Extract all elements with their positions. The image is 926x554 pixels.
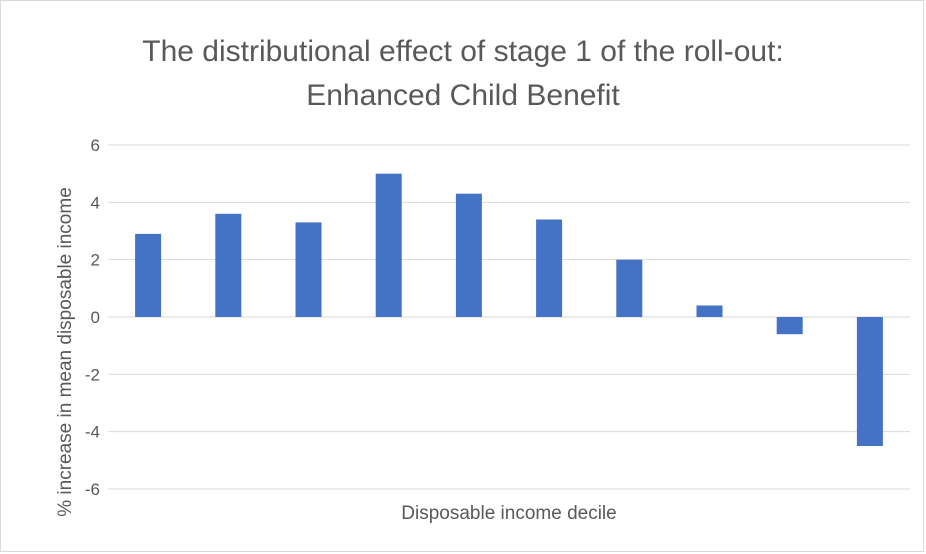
- y-axis-tick-labels: 6 4 2 0 -2 -4 -6: [85, 136, 100, 499]
- bar-decile-5: [455, 193, 482, 317]
- bar-decile-9: [776, 317, 803, 335]
- bar-decile-6: [536, 219, 563, 317]
- bar-decile-8: [696, 305, 723, 317]
- y-tick-label: -6: [85, 480, 100, 499]
- bars: [135, 173, 883, 446]
- chart-title-line-1: The distributional effect of stage 1 of …: [142, 35, 784, 68]
- x-axis-title: Disposable income decile: [401, 503, 616, 524]
- y-axis-title: % increase in mean disposable income: [55, 187, 76, 517]
- gridlines: [108, 144, 910, 490]
- bar-decile-7: [616, 259, 643, 317]
- y-tick-label: 2: [91, 251, 100, 270]
- chart-title-line-2: Enhanced Child Benefit: [306, 79, 620, 112]
- y-tick-label: -2: [85, 365, 100, 384]
- bar-decile-10: [856, 317, 883, 446]
- bar-decile-2: [215, 213, 242, 317]
- y-tick-label: 6: [91, 136, 100, 155]
- bar-decile-3: [295, 222, 322, 317]
- bar-decile-4: [375, 173, 402, 317]
- chart-title: The distributional effect of stage 1 of …: [0, 30, 926, 118]
- y-tick-label: -4: [85, 423, 100, 442]
- bar-decile-1: [135, 233, 162, 317]
- y-tick-label: 0: [91, 308, 100, 327]
- y-tick-label: 4: [91, 193, 100, 212]
